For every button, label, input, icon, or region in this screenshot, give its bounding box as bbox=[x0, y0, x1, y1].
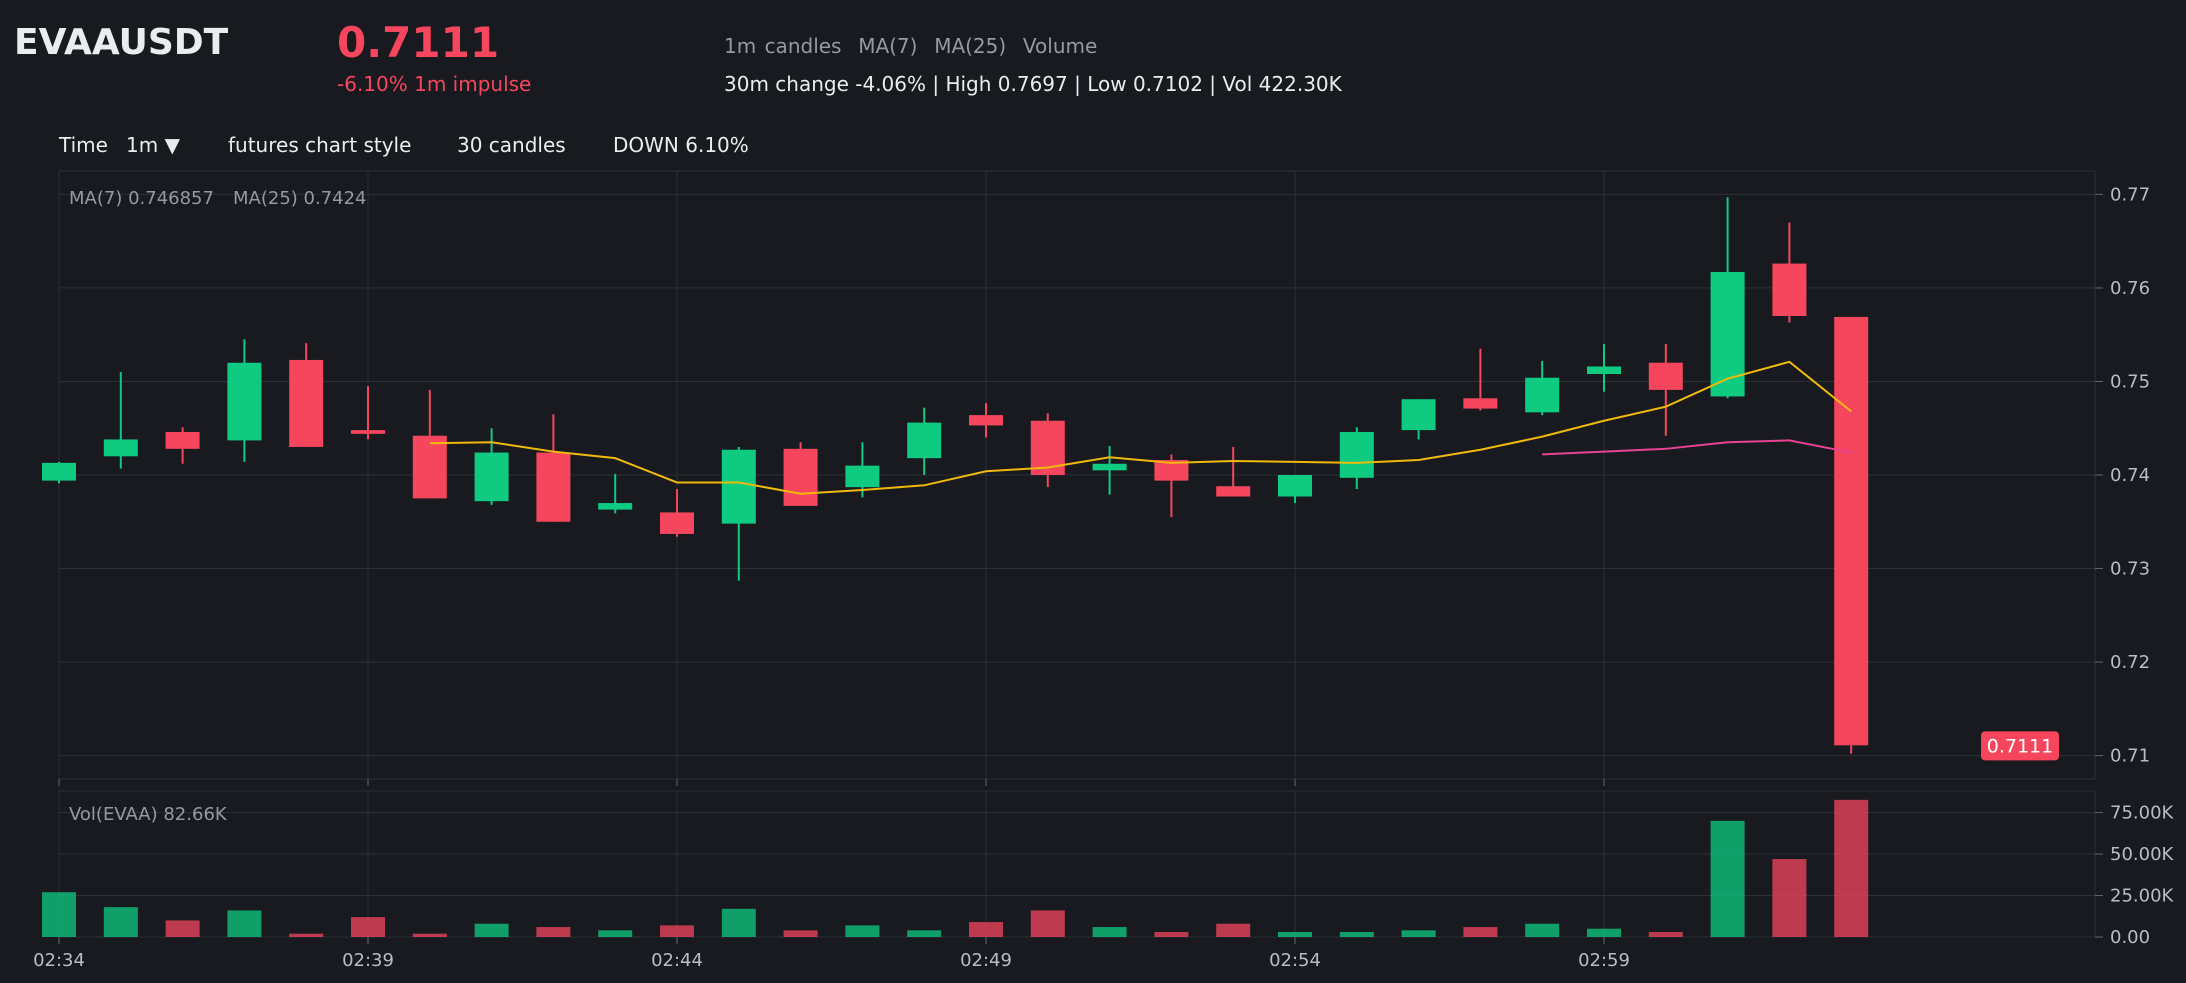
candle-body bbox=[1834, 316, 1869, 746]
candle-body bbox=[660, 512, 694, 534]
price-change: -6.10% 1m impulse bbox=[337, 72, 532, 96]
interval-dropdown[interactable]: 1m ▼ bbox=[126, 133, 180, 157]
candle-body bbox=[1216, 486, 1251, 497]
candle-body bbox=[721, 449, 756, 524]
price-tick-label: 0.75 bbox=[2110, 371, 2150, 392]
volume-bar bbox=[1463, 927, 1498, 937]
candle-body bbox=[165, 431, 200, 449]
volume-bar bbox=[412, 933, 447, 937]
candle-body bbox=[289, 359, 324, 447]
ma7-legend: MA(7) 0.746857 bbox=[69, 188, 214, 209]
volume-bar bbox=[598, 930, 633, 937]
volume-bar bbox=[907, 930, 942, 937]
candle-body bbox=[474, 452, 509, 502]
candle-body bbox=[1339, 431, 1374, 478]
indicator-volume[interactable]: Volume bbox=[1022, 34, 1098, 58]
candle-body bbox=[969, 415, 1003, 426]
volume-bar bbox=[660, 925, 694, 937]
volume-bar bbox=[1339, 932, 1374, 937]
volume-bar bbox=[103, 907, 138, 937]
candle-body bbox=[845, 465, 880, 488]
volume-tick-label: 0.00 bbox=[2110, 927, 2150, 948]
candle-body bbox=[1401, 399, 1436, 431]
candle-body bbox=[1463, 398, 1498, 409]
time-tick-label: 02:59 bbox=[1578, 950, 1630, 971]
volume-bar bbox=[536, 927, 571, 937]
price-tick-label: 0.71 bbox=[2110, 746, 2150, 767]
volume-bar bbox=[42, 892, 76, 937]
ma25-legend: MA(25) 0.7424 bbox=[233, 188, 367, 209]
volume-bar bbox=[969, 922, 1003, 937]
indicator-ma7[interactable]: MA(7) bbox=[858, 34, 918, 58]
time-tick-label: 02:49 bbox=[960, 950, 1012, 971]
volume-bar bbox=[1092, 927, 1127, 937]
volume-tick-label: 50.00K bbox=[2110, 844, 2175, 865]
volume-bar bbox=[1154, 932, 1189, 937]
volume-bar bbox=[1834, 799, 1869, 937]
volume-bar bbox=[1525, 923, 1560, 937]
price-tick-label: 0.74 bbox=[2110, 465, 2150, 486]
volume-bar bbox=[1648, 932, 1683, 937]
time-tick-label: 02:44 bbox=[651, 950, 703, 971]
candle-body bbox=[1587, 366, 1621, 374]
direction-badge: DOWN 6.10% bbox=[613, 133, 749, 157]
candle-body bbox=[536, 452, 571, 522]
volume-legend: Vol(EVAA) 82.66K bbox=[69, 804, 228, 825]
candle-body bbox=[1648, 362, 1683, 390]
price-tick-label: 0.72 bbox=[2110, 652, 2150, 673]
volume-bar bbox=[351, 917, 385, 937]
price-tick-label: 0.76 bbox=[2110, 278, 2150, 299]
volume-tick-label: 25.00K bbox=[2110, 886, 2175, 907]
last-price-badge bbox=[1981, 731, 2059, 761]
chevron-down-icon: ▼ bbox=[164, 133, 180, 157]
volume-bar bbox=[1401, 930, 1436, 937]
volume-bar bbox=[721, 908, 756, 937]
volume-bar bbox=[1030, 910, 1065, 937]
chart-style-button[interactable]: futures chart style bbox=[228, 133, 412, 157]
candle-count: 30 candles bbox=[457, 133, 566, 157]
ma25-line bbox=[1542, 439, 1852, 456]
indicator-list: 1m candles MA(7) MA(25) Volume bbox=[724, 34, 1097, 58]
last-price-badge-label: 0.7111 bbox=[1987, 735, 2053, 757]
ma7-line bbox=[429, 360, 1852, 495]
volume-tick-label: 75.00K bbox=[2110, 803, 2175, 824]
volume-bar bbox=[1772, 859, 1807, 937]
candle-body bbox=[1772, 263, 1807, 316]
candle-body bbox=[103, 439, 138, 457]
candle-body bbox=[1525, 377, 1560, 413]
candle-body bbox=[227, 362, 262, 441]
volume-bar bbox=[783, 930, 818, 937]
candle-body bbox=[598, 503, 633, 510]
time-tick-label: 02:39 bbox=[342, 950, 394, 971]
volume-bar bbox=[845, 925, 880, 937]
time-tick-label: 02:54 bbox=[1269, 950, 1321, 971]
volume-bar bbox=[1710, 820, 1745, 937]
volume-bar bbox=[1587, 928, 1621, 937]
stats-summary: 30m change -4.06% | High 0.7697 | Low 0.… bbox=[724, 72, 1342, 96]
time-label: Time bbox=[59, 133, 108, 157]
candle-body bbox=[783, 448, 818, 506]
volume-bar bbox=[165, 920, 200, 937]
price-tick-label: 0.77 bbox=[2110, 184, 2150, 205]
candle-body bbox=[412, 435, 447, 499]
indicator-ma25[interactable]: MA(25) bbox=[934, 34, 1007, 58]
candle-body bbox=[1278, 475, 1312, 497]
indicator-candles[interactable]: 1m candles bbox=[724, 34, 842, 58]
candle-body bbox=[1092, 463, 1127, 471]
candle-body bbox=[907, 422, 942, 459]
candle-body bbox=[1154, 460, 1189, 481]
time-tick-label: 02:34 bbox=[33, 950, 85, 971]
candle-body bbox=[42, 462, 76, 481]
price-tick-label: 0.73 bbox=[2110, 559, 2150, 580]
volume-bar bbox=[289, 933, 324, 937]
volume-bar bbox=[1216, 923, 1251, 937]
last-price: 0.7111 bbox=[337, 18, 500, 67]
symbol-title: EVAAUSDT bbox=[14, 22, 229, 63]
volume-bar bbox=[227, 910, 262, 937]
candle-body bbox=[351, 430, 385, 434]
volume-bar bbox=[474, 923, 509, 937]
interval-value: 1m bbox=[126, 133, 159, 157]
volume-bar bbox=[1278, 932, 1312, 937]
